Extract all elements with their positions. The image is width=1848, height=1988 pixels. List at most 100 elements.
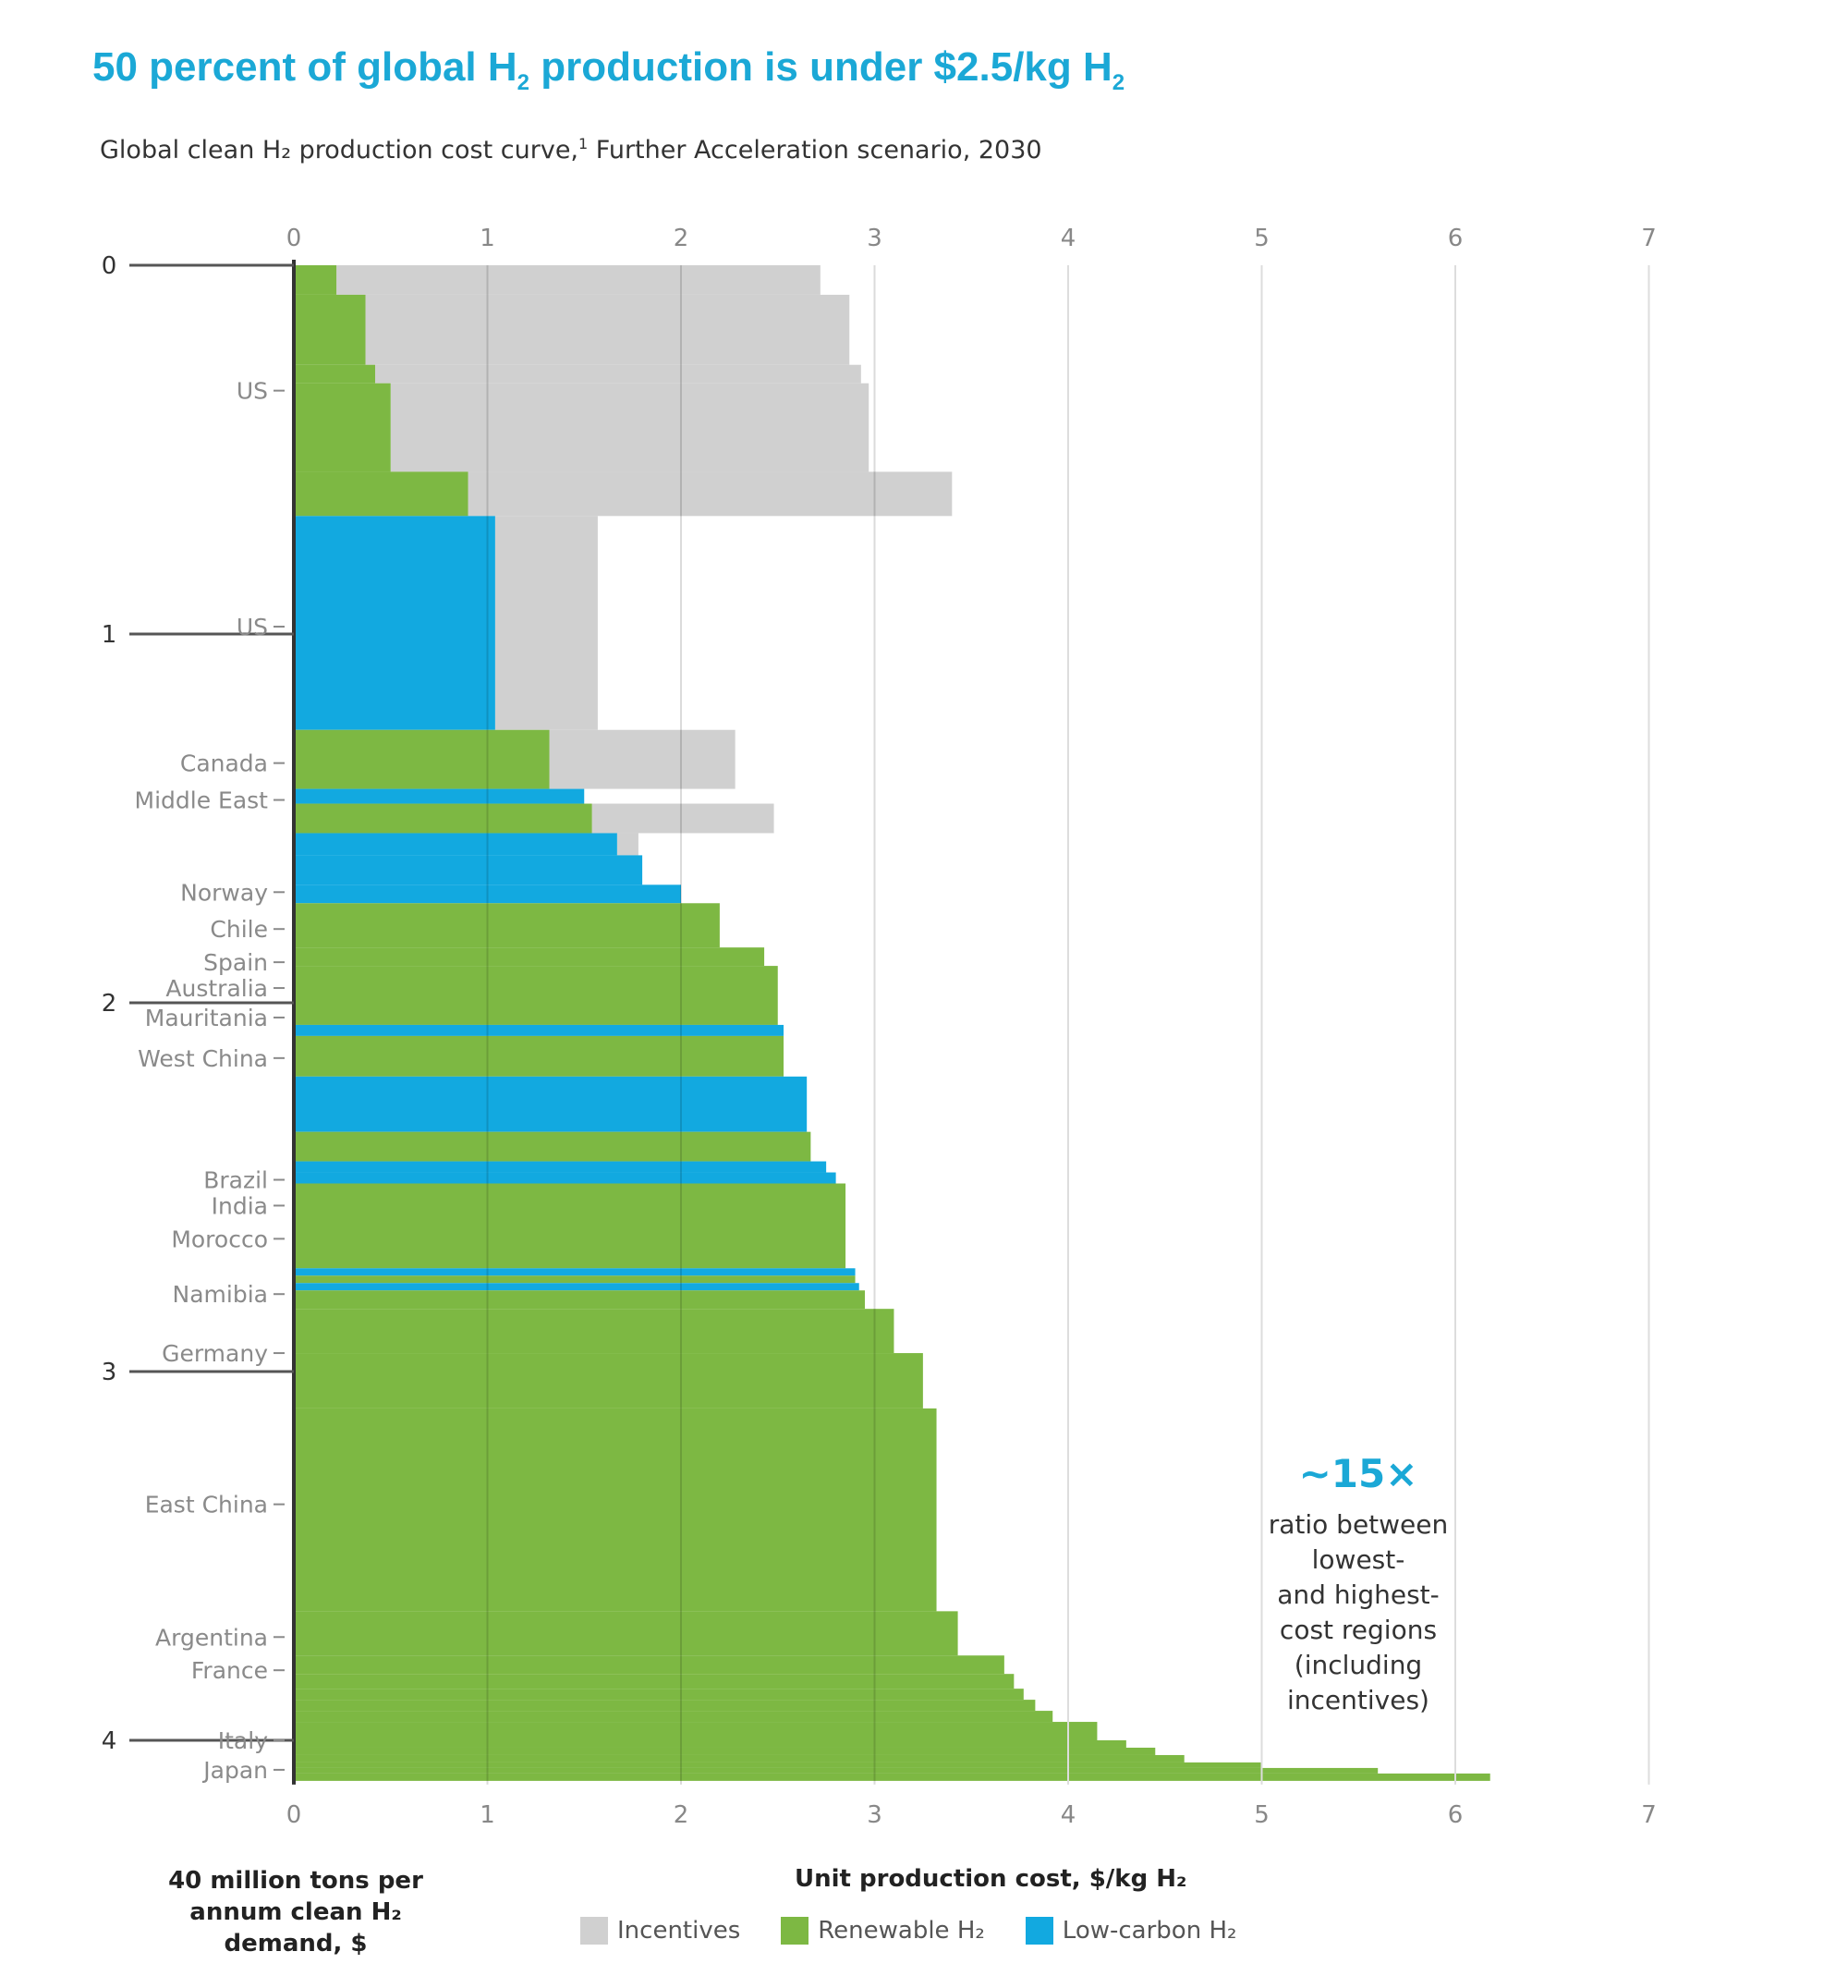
subtitle-text-1: Global clean H₂ production cost curve, bbox=[100, 136, 579, 165]
x-tick-label-top: 5 bbox=[1254, 225, 1270, 252]
subtitle-footnote: 1 bbox=[578, 135, 589, 152]
renewable-bar bbox=[294, 1408, 937, 1612]
y-tick-label: 0 bbox=[102, 252, 117, 280]
legend-item-renewable: Renewable H₂ bbox=[781, 1917, 985, 1945]
x-tick-label-bottom: 6 bbox=[1448, 1801, 1464, 1829]
renewable-bar bbox=[294, 294, 366, 365]
renewable-bar bbox=[294, 1722, 1098, 1740]
x-tick-label-bottom: 4 bbox=[1061, 1801, 1076, 1829]
low-carbon-bar bbox=[294, 788, 585, 804]
x-tick-label-top: 3 bbox=[867, 225, 882, 252]
region-label: US bbox=[237, 378, 268, 405]
legend-label-low-carbon: Low-carbon H₂ bbox=[1062, 1917, 1237, 1945]
low-carbon-bar bbox=[294, 1076, 808, 1132]
renewable-bar bbox=[294, 1353, 923, 1409]
region-label: Japan bbox=[201, 1757, 268, 1784]
renewable-bar bbox=[294, 1747, 1156, 1755]
region-label: East China bbox=[145, 1492, 268, 1518]
ratio-annotation: ~15× ratio between lowest- and highest- … bbox=[1257, 1451, 1460, 1718]
ratio-text-line: ratio between bbox=[1268, 1509, 1449, 1540]
legend-label-renewable: Renewable H₂ bbox=[818, 1917, 985, 1945]
x-tick-label-bottom: 3 bbox=[867, 1801, 882, 1829]
renewable-bar bbox=[294, 729, 550, 789]
y-tick-label: 2 bbox=[102, 990, 117, 1018]
title-text-1: 50 percent of global H bbox=[92, 44, 517, 90]
x-tick-label-top: 4 bbox=[1061, 225, 1076, 252]
region-label: Middle East bbox=[135, 787, 269, 814]
region-label: Morocco bbox=[171, 1226, 268, 1252]
chart-subtitle: Global clean H₂ production cost curve,1 … bbox=[100, 135, 1042, 165]
region-label: Germany bbox=[162, 1340, 268, 1367]
incentive-bar bbox=[390, 383, 869, 472]
low-carbon-bar bbox=[294, 1283, 859, 1291]
subtitle-text-2: Further Acceleration scenario, 2030 bbox=[588, 136, 1042, 165]
y-tick-label: 4 bbox=[102, 1727, 117, 1755]
legend-item-low-carbon: Low-carbon H₂ bbox=[1025, 1917, 1237, 1945]
renewable-bar bbox=[294, 903, 720, 948]
region-label: Canada bbox=[180, 750, 268, 777]
low-carbon-bar bbox=[294, 884, 681, 904]
incentive-bar bbox=[616, 833, 638, 856]
renewable-bar bbox=[294, 966, 778, 1025]
renewable-bar bbox=[294, 1754, 1185, 1762]
low-carbon-bar bbox=[294, 833, 617, 856]
renewable-bar bbox=[294, 1611, 958, 1656]
incentive-bar bbox=[494, 516, 598, 730]
x-tick-label-top: 2 bbox=[674, 225, 689, 252]
renewable-bar bbox=[294, 1290, 866, 1310]
title-subscript-2: 2 bbox=[1112, 69, 1125, 95]
renewable-bar bbox=[294, 947, 765, 967]
renewable-bar bbox=[294, 803, 592, 834]
region-label: Namibia bbox=[173, 1281, 268, 1308]
region-label: Italy bbox=[218, 1727, 268, 1754]
incentive-bar bbox=[591, 803, 774, 834]
region-label: Norway bbox=[180, 879, 268, 906]
region-label: Australia bbox=[165, 975, 268, 1002]
renewable-bar bbox=[294, 1762, 1262, 1768]
incentive-bar bbox=[468, 471, 953, 517]
region-label: Spain bbox=[203, 949, 268, 976]
region-label: France bbox=[191, 1657, 268, 1684]
region-label: Chile bbox=[210, 916, 268, 943]
chart-title: 50 percent of global H 2 production is un… bbox=[92, 44, 1125, 96]
x-tick-label-top: 7 bbox=[1641, 225, 1657, 252]
low-carbon-bar bbox=[294, 1172, 836, 1184]
legend-swatch-low-carbon bbox=[1025, 1917, 1053, 1945]
low-carbon-bar bbox=[294, 1161, 827, 1173]
low-carbon-bar bbox=[294, 1268, 856, 1276]
renewable-bar bbox=[294, 1740, 1126, 1748]
ratio-text-line: incentives) bbox=[1287, 1685, 1429, 1715]
ratio-value: ~15× bbox=[1298, 1451, 1418, 1496]
renewable-bar bbox=[294, 471, 468, 517]
ratio-text-line: lowest- bbox=[1311, 1544, 1405, 1575]
y-tick-label: 3 bbox=[102, 1359, 117, 1386]
incentive-bar bbox=[336, 265, 821, 295]
renewable-bar bbox=[294, 1711, 1053, 1723]
ratio-text: ratio between lowest- and highest- cost … bbox=[1257, 1507, 1460, 1718]
legend-label-incentives: Incentives bbox=[617, 1917, 741, 1945]
low-carbon-bar bbox=[294, 855, 643, 885]
renewable-bar bbox=[294, 1183, 846, 1269]
legend: Incentives Renewable H₂ Low-carbon H₂ bbox=[580, 1917, 1236, 1945]
renewable-bar bbox=[294, 1309, 894, 1354]
region-label: Argentina bbox=[155, 1624, 268, 1651]
renewable-bar bbox=[294, 1767, 1379, 1774]
renewable-bar bbox=[294, 1035, 784, 1077]
ratio-text-line: and highest- bbox=[1277, 1579, 1440, 1610]
renewable-bar bbox=[294, 1674, 1015, 1689]
legend-item-incentives: Incentives bbox=[580, 1917, 740, 1945]
renewable-bar bbox=[294, 1655, 1004, 1675]
renewable-bar bbox=[294, 265, 337, 295]
renewable-bar bbox=[294, 1131, 811, 1162]
renewable-bar bbox=[294, 1689, 1024, 1701]
title-text-2: production is under $2.5/kg H bbox=[529, 44, 1112, 90]
x-tick-label-bottom: 5 bbox=[1254, 1801, 1270, 1829]
region-label: West China bbox=[138, 1045, 268, 1072]
legend-swatch-incentives bbox=[580, 1917, 608, 1945]
renewable-bar bbox=[294, 364, 375, 384]
low-carbon-bar bbox=[294, 516, 495, 730]
renewable-bar bbox=[294, 1700, 1036, 1712]
region-label: Mauritania bbox=[145, 1005, 268, 1031]
legend-swatch-renewable bbox=[781, 1917, 809, 1945]
